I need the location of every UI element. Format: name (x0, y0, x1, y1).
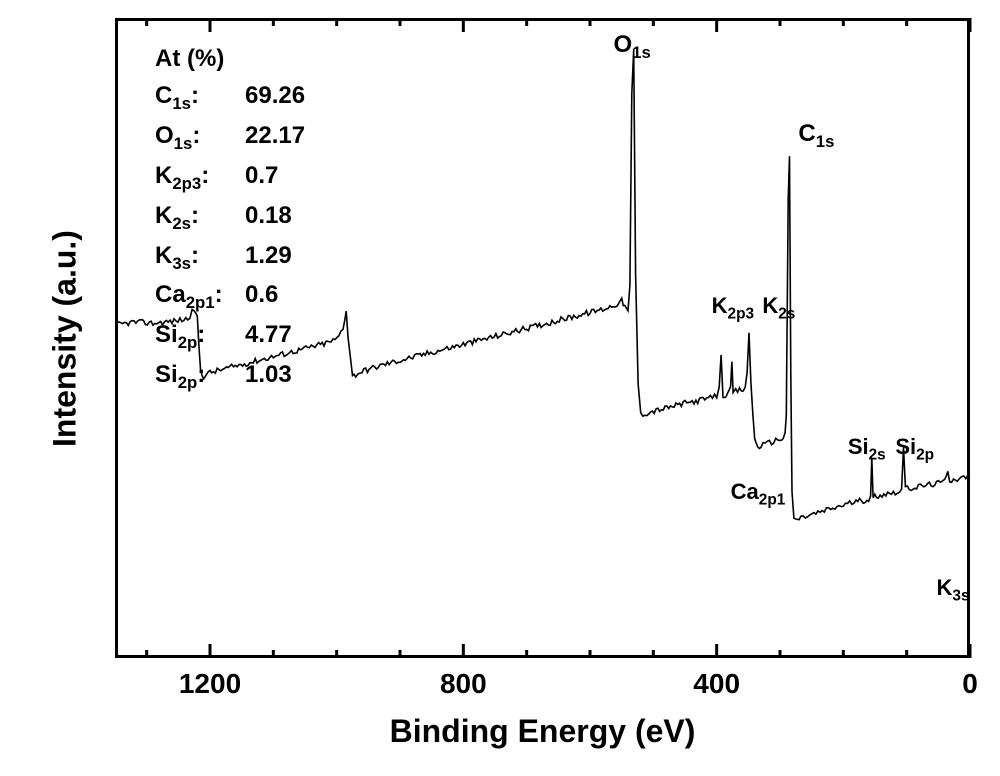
peak-label: K3s (937, 575, 970, 605)
peak-label: Ca2p1 (731, 479, 786, 509)
legend-row: Si2p:1.03 (155, 356, 305, 396)
x-tick-label: 0 (962, 668, 978, 700)
peak-label: K2p3 (712, 293, 754, 323)
x-axis-label-text: Binding Energy (eV) (390, 713, 696, 749)
x-tick-label: 800 (440, 668, 487, 700)
peak-label: C1s (798, 120, 834, 152)
peak-label: K2s (762, 293, 795, 323)
legend-value: 4.77 (245, 321, 292, 348)
peak-label: Si2p (895, 434, 934, 464)
legend-value: 69.26 (245, 82, 305, 109)
x-tick-label: 400 (693, 668, 740, 700)
legend-value: 0.18 (245, 202, 292, 229)
legend-row: Ca2p1:0.6 (155, 276, 305, 316)
x-tick-label: 1200 (179, 668, 241, 700)
legend-value: 1.29 (245, 242, 292, 269)
legend-row: K2s:0.18 (155, 197, 305, 237)
legend-row: Si2p:4.77 (155, 316, 305, 356)
legend-row: K3s:1.29 (155, 237, 305, 277)
legend-value: 22.17 (245, 122, 305, 149)
x-axis-label: Binding Energy (eV) (363, 713, 723, 750)
legend-value: 1.03 (245, 361, 292, 388)
legend-value: 0.7 (245, 162, 278, 189)
legend-row: C1s:69.26 (155, 77, 305, 117)
peak-label: Si2s (848, 434, 886, 464)
xps-spectrum-chart: Intensity (a.u.) Binding Energy (eV) At … (0, 0, 1000, 776)
composition-legend: At (%)C1s:69.26O1s:22.17K2p3:0.7K2s:0.18… (155, 40, 305, 396)
legend-value: 0.6 (245, 281, 278, 308)
legend-row: O1s:22.17 (155, 117, 305, 157)
legend-row: K2p3:0.7 (155, 157, 305, 197)
peak-label: O1s (614, 31, 651, 63)
legend-title: At (%) (155, 40, 305, 77)
spectrum-svg (0, 0, 1000, 776)
